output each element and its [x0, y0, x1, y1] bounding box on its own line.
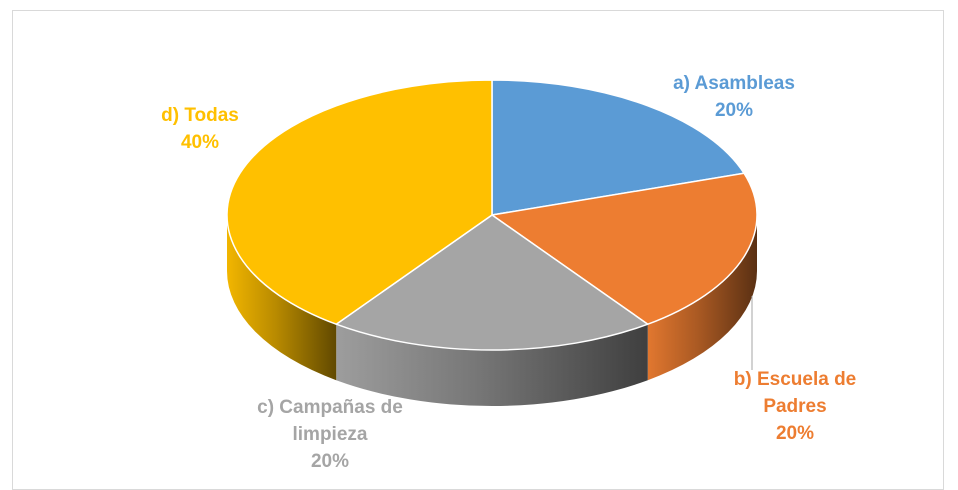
pie-slice-3 — [226, 79, 493, 325]
pie-slice-2 — [335, 214, 649, 351]
slice-label-c-name-line1: c) Campañas de — [257, 397, 403, 418]
slice-label-d-name-line1: d) Todas — [161, 105, 239, 126]
slice-label-b-name-line1: b) Escuela de — [733, 369, 857, 390]
pie-slice-0 — [491, 79, 745, 216]
pie-chart — [226, 79, 758, 407]
slice-label-a-name-line1: a) Asambleas — [673, 73, 795, 94]
slice-label-c-name-line2: limpieza — [292, 424, 368, 445]
slice-label-d: d) Todas 40% — [120, 102, 280, 156]
slice-label-a: a) Asambleas 20% — [634, 70, 834, 124]
slice-label-b-percent: 20% — [775, 423, 815, 444]
slice-label-d-percent: 40% — [180, 132, 220, 153]
pie-slice-1 — [491, 172, 758, 325]
slice-label-c: c) Campañas de limpieza 20% — [220, 394, 440, 475]
slice-label-b-name-line2: Padres — [763, 396, 827, 417]
slice-label-a-percent: 20% — [714, 100, 754, 121]
slice-label-c-percent: 20% — [310, 451, 350, 472]
slice-label-b: b) Escuela de Padres 20% — [695, 366, 895, 447]
